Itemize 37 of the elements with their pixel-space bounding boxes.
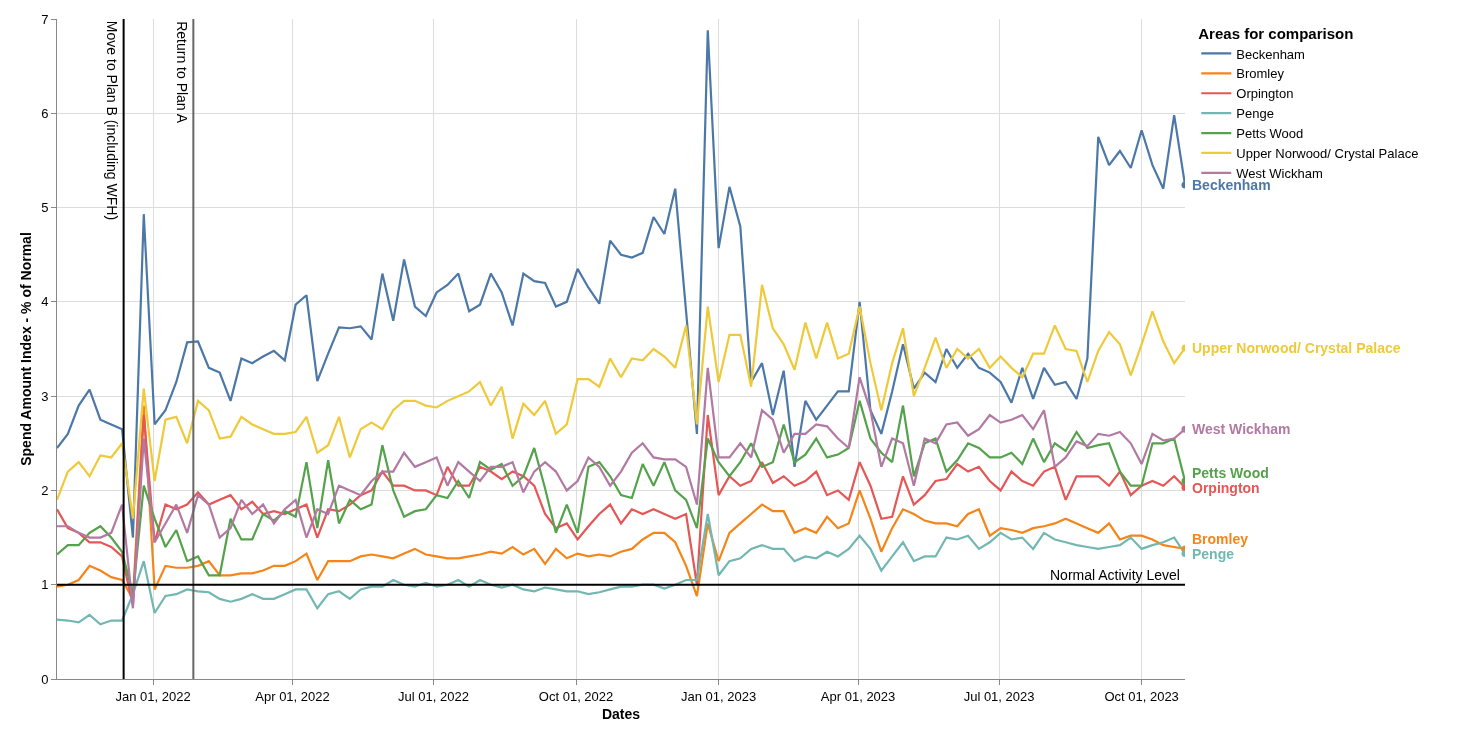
y-tick-label: 0 [41, 671, 49, 687]
ref-line-label: Return to Plan A [173, 21, 190, 124]
y-tick-label: 3 [41, 388, 49, 404]
x-tick-label: Apr 01, 2022 [255, 688, 330, 704]
text: Petts Wood [1192, 465, 1269, 481]
y-tick-label: 5 [41, 200, 49, 216]
text: Orpington [1192, 480, 1260, 496]
text: West Wickham [1192, 421, 1291, 437]
x-tick-label: Jul 01, 2023 [963, 688, 1035, 704]
legend-label: Orpington [1236, 86, 1294, 102]
legend-label: Upper Norwood/ Crystal Palace [1236, 146, 1419, 162]
x-tick-label: Apr 01, 2023 [820, 688, 896, 704]
legend-title: Areas for comparison [1198, 24, 1354, 42]
y-tick-label: 2 [41, 482, 49, 498]
x-tick-label: Jan 01, 2022 [115, 688, 191, 704]
y-tick-label: 1 [41, 577, 49, 593]
line-series [57, 283, 1185, 520]
line-series [57, 512, 1185, 626]
x-axis-title: Dates [601, 705, 641, 722]
y-tick-label: 4 [41, 294, 49, 310]
legend-label: Beckenham [1236, 46, 1305, 62]
ref-line-label: Normal Activity Level [1050, 567, 1180, 583]
x-tick-label: Jul 01, 2022 [398, 688, 469, 704]
legend-label: Bromley [1236, 66, 1285, 82]
ref-line-label: Move to Plan B (including WFH) [104, 20, 121, 221]
text: Bromley [1192, 531, 1249, 547]
x-tick-label: Oct 01, 2023 [1104, 688, 1179, 704]
y-axis-title: Spend Amount Index - % of Normal [17, 232, 34, 466]
text: Penge [1192, 546, 1235, 562]
x-tick-label: Oct 01, 2022 [538, 688, 614, 704]
text: Upper Norwood/ Crystal Palace [1192, 340, 1401, 356]
legend-label: Penge [1236, 106, 1274, 122]
legend-label: Petts Wood [1236, 126, 1304, 142]
y-tick-label: 6 [41, 105, 49, 121]
y-tick-label: 7 [41, 11, 49, 27]
x-tick-label: Jan 01, 2023 [681, 688, 757, 704]
line-series [57, 366, 1185, 610]
